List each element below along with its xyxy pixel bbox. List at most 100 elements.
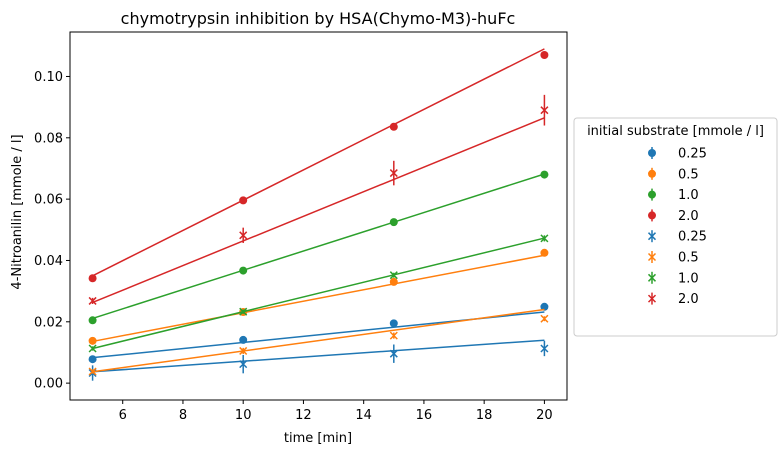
marker-stroke (239, 231, 248, 240)
x-tick-label: 18 (476, 408, 493, 423)
data-point (389, 319, 398, 328)
data-point (239, 196, 248, 205)
chart-title: chymotrypsin inhibition by HSA(Chymo-M3)… (121, 9, 516, 28)
marker-stroke (239, 360, 248, 369)
marker-stroke (389, 331, 398, 340)
data-point (540, 170, 549, 179)
legend-label: 0.25 (678, 147, 707, 162)
fit-line (92, 308, 545, 373)
x-tick-label: 20 (536, 408, 553, 423)
data-point (88, 296, 97, 305)
legend-label: 2.0 (678, 209, 699, 224)
legend-item: 2.0 (648, 209, 699, 224)
legend-box (573, 117, 778, 337)
data-point (88, 316, 97, 325)
legend-item: 0.5 (648, 167, 699, 182)
data-point (389, 349, 398, 358)
data-point (389, 122, 398, 131)
legend-label: 2.0 (678, 292, 699, 307)
marker-stroke (540, 106, 549, 115)
y-tick-label: 0.08 (34, 131, 63, 146)
y-axis-ticks: 0.00 0.02 0.04 0.06 0.08 0.10 (34, 70, 70, 392)
legend-item: 1.0 (648, 188, 699, 203)
marker-stroke (647, 273, 657, 282)
data-point (540, 51, 549, 59)
series-4 (88, 48, 549, 283)
series-6 (88, 308, 549, 376)
series-3 (88, 170, 549, 325)
marker-stroke (389, 349, 398, 358)
data-point (88, 336, 97, 345)
data-point (389, 331, 398, 340)
legend: initial substrate [mmole / l] 0.25 0.5 1.0 2… (573, 117, 778, 337)
legend-label: 1.0 (678, 188, 699, 203)
data-point (239, 266, 248, 275)
data-point (239, 307, 248, 316)
legend-label: 0.5 (678, 167, 699, 182)
legend-title: initial substrate [mmole / l] (587, 124, 764, 139)
x-tick-label: 12 (295, 408, 312, 423)
x-axis-ticks: 6 8 10 12 14 16 18 20 (119, 400, 553, 423)
data-point (88, 274, 97, 283)
data-point (239, 231, 248, 240)
marker-stroke (647, 232, 657, 241)
data-point (540, 248, 549, 257)
data-point (540, 302, 549, 311)
legend-marker (648, 169, 656, 178)
fit-line (92, 339, 545, 373)
data-point (540, 234, 549, 243)
marker-stroke (647, 294, 657, 303)
plot-area (69, 31, 568, 401)
data-point (239, 346, 248, 355)
data-point (88, 367, 97, 376)
legend-label: 1.0 (678, 271, 699, 286)
legend-marker (647, 232, 657, 241)
marker-stroke (647, 252, 657, 262)
x-tick-label: 16 (416, 408, 433, 423)
marker-stroke (540, 314, 549, 323)
y-tick-label: 0.06 (34, 193, 63, 208)
x-axis-title: time [min] (284, 431, 352, 446)
legend-label: 0.5 (678, 251, 699, 266)
fit-line (92, 117, 545, 304)
marker-stroke (88, 296, 97, 305)
marker-stroke (540, 344, 549, 353)
legend-label: 0.25 (678, 230, 707, 245)
marker-stroke (389, 169, 398, 178)
marker-stroke (540, 234, 549, 243)
data-point (389, 218, 398, 227)
fit-line (92, 173, 545, 320)
data-point (239, 335, 248, 344)
marker-stroke (88, 344, 97, 353)
series-5 (88, 339, 549, 381)
x-tick-label: 8 (179, 408, 187, 423)
data-point (389, 271, 398, 280)
fit-line (92, 48, 545, 277)
y-axis-title: 4-Nitroanilin [mmole / l] (10, 134, 25, 289)
y-tick-label: 0.04 (34, 254, 63, 269)
x-tick-label: 10 (235, 408, 252, 423)
y-tick-label: 0.02 (34, 315, 63, 330)
legend-marker (648, 190, 656, 199)
legend-marker (647, 273, 657, 282)
data-point (389, 277, 398, 286)
y-tick-label: 0.00 (34, 377, 63, 392)
marker-stroke (389, 271, 398, 280)
legend-marker (647, 252, 657, 262)
legend-item: 0.5 (647, 251, 699, 266)
legend-marker (648, 149, 656, 157)
series-7 (88, 234, 549, 353)
legend-item: 0.25 (648, 147, 707, 162)
data-point (540, 106, 549, 115)
legend-marker (647, 294, 657, 303)
fit-line (92, 254, 545, 343)
series-8 (88, 94, 549, 305)
data-point (88, 344, 97, 353)
legend-item: 1.0 (647, 271, 699, 286)
data-point (239, 360, 248, 369)
marker-stroke (88, 367, 97, 376)
data-point (389, 169, 398, 178)
data-point (540, 344, 549, 353)
x-tick-label: 6 (119, 408, 127, 423)
